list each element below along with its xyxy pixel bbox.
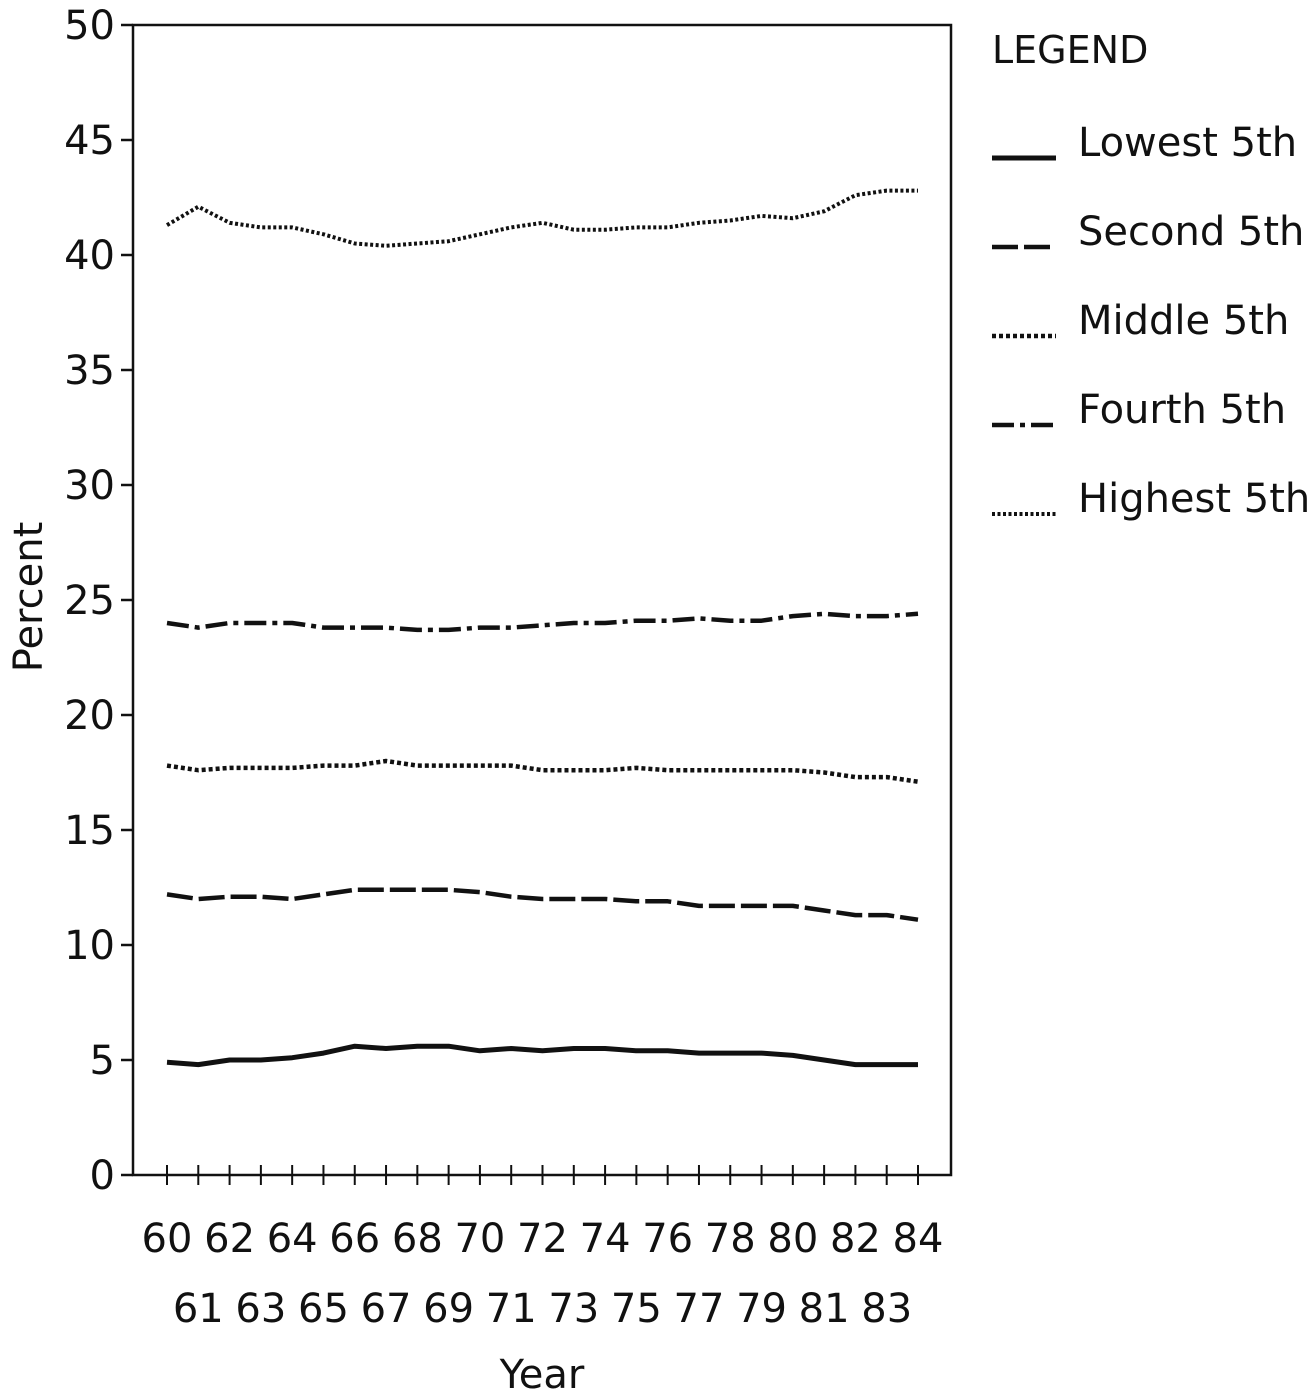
x-tick-label: 66 [329, 1216, 380, 1262]
x-tick-label: 74 [580, 1216, 631, 1262]
x-axis-title: Year [499, 1352, 585, 1397]
y-tick-label: 10 [64, 923, 115, 969]
y-axis: 0 5 10 15 20 25 30 35 40 45 50 [64, 3, 133, 1199]
x-tick-label: 67 [361, 1286, 412, 1332]
x-tick-label: 81 [799, 1286, 850, 1332]
series-line-lowest-5th [166, 1043, 918, 1068]
plot-frame [131, 23, 953, 1177]
x-tick-label: 64 [267, 1216, 318, 1262]
legend-label: Second 5th [1078, 209, 1304, 255]
series-line-fourth-5th [166, 611, 919, 633]
y-tick-label: 0 [90, 1153, 115, 1199]
x-tick-label: 61 [173, 1286, 224, 1332]
x-tick-label: 62 [204, 1216, 255, 1262]
series-line-middle-5th [166, 758, 919, 784]
y-tick-label: 25 [64, 578, 115, 624]
legend-label: Lowest 5th [1078, 120, 1297, 166]
legend-title: LEGEND [992, 28, 1148, 72]
x-tick-label: 80 [767, 1216, 818, 1262]
x-tick-label: 82 [830, 1216, 881, 1262]
legend-label: Highest 5th [1078, 476, 1310, 522]
x-tick-label: 69 [423, 1286, 474, 1332]
y-tick-label: 20 [64, 693, 115, 739]
x-tick-label: 65 [298, 1286, 349, 1332]
x-tick-label: 83 [861, 1286, 912, 1332]
x-tick-label: 70 [454, 1216, 505, 1262]
x-tick-label: 76 [642, 1216, 693, 1262]
x-tick-label: 72 [517, 1216, 568, 1262]
x-tick-label: 79 [736, 1286, 787, 1332]
series-line-highest-5th [165, 188, 918, 248]
y-tick-label: 5 [90, 1038, 115, 1084]
x-tick-label: 68 [392, 1216, 443, 1262]
series-lines [165, 188, 919, 1068]
y-tick-label: 40 [64, 233, 115, 279]
x-tick-label: 84 [893, 1216, 944, 1262]
y-tick-label: 45 [64, 118, 115, 164]
y-tick-label: 30 [64, 463, 115, 509]
x-tick-label: 77 [674, 1286, 725, 1332]
x-tick-label: 78 [705, 1216, 756, 1262]
x-tick-label: 63 [235, 1286, 286, 1332]
legend: LEGEND Lowest 5th Second 5th Middle 5th Fou… [992, 28, 1310, 522]
legend-label: Middle 5th [1078, 298, 1289, 344]
x-tick-label: 71 [486, 1286, 537, 1332]
y-axis-title: Percent [6, 522, 52, 673]
y-tick-label: 35 [64, 348, 115, 394]
x-tick-label: 60 [142, 1216, 193, 1262]
x-tick-label: 75 [611, 1286, 662, 1332]
series-line-second-5th [166, 887, 919, 922]
legend-label: Fourth 5th [1078, 387, 1286, 433]
y-tick-label: 50 [64, 3, 115, 49]
y-tick-label: 15 [64, 808, 115, 854]
x-tick-label: 73 [548, 1286, 599, 1332]
